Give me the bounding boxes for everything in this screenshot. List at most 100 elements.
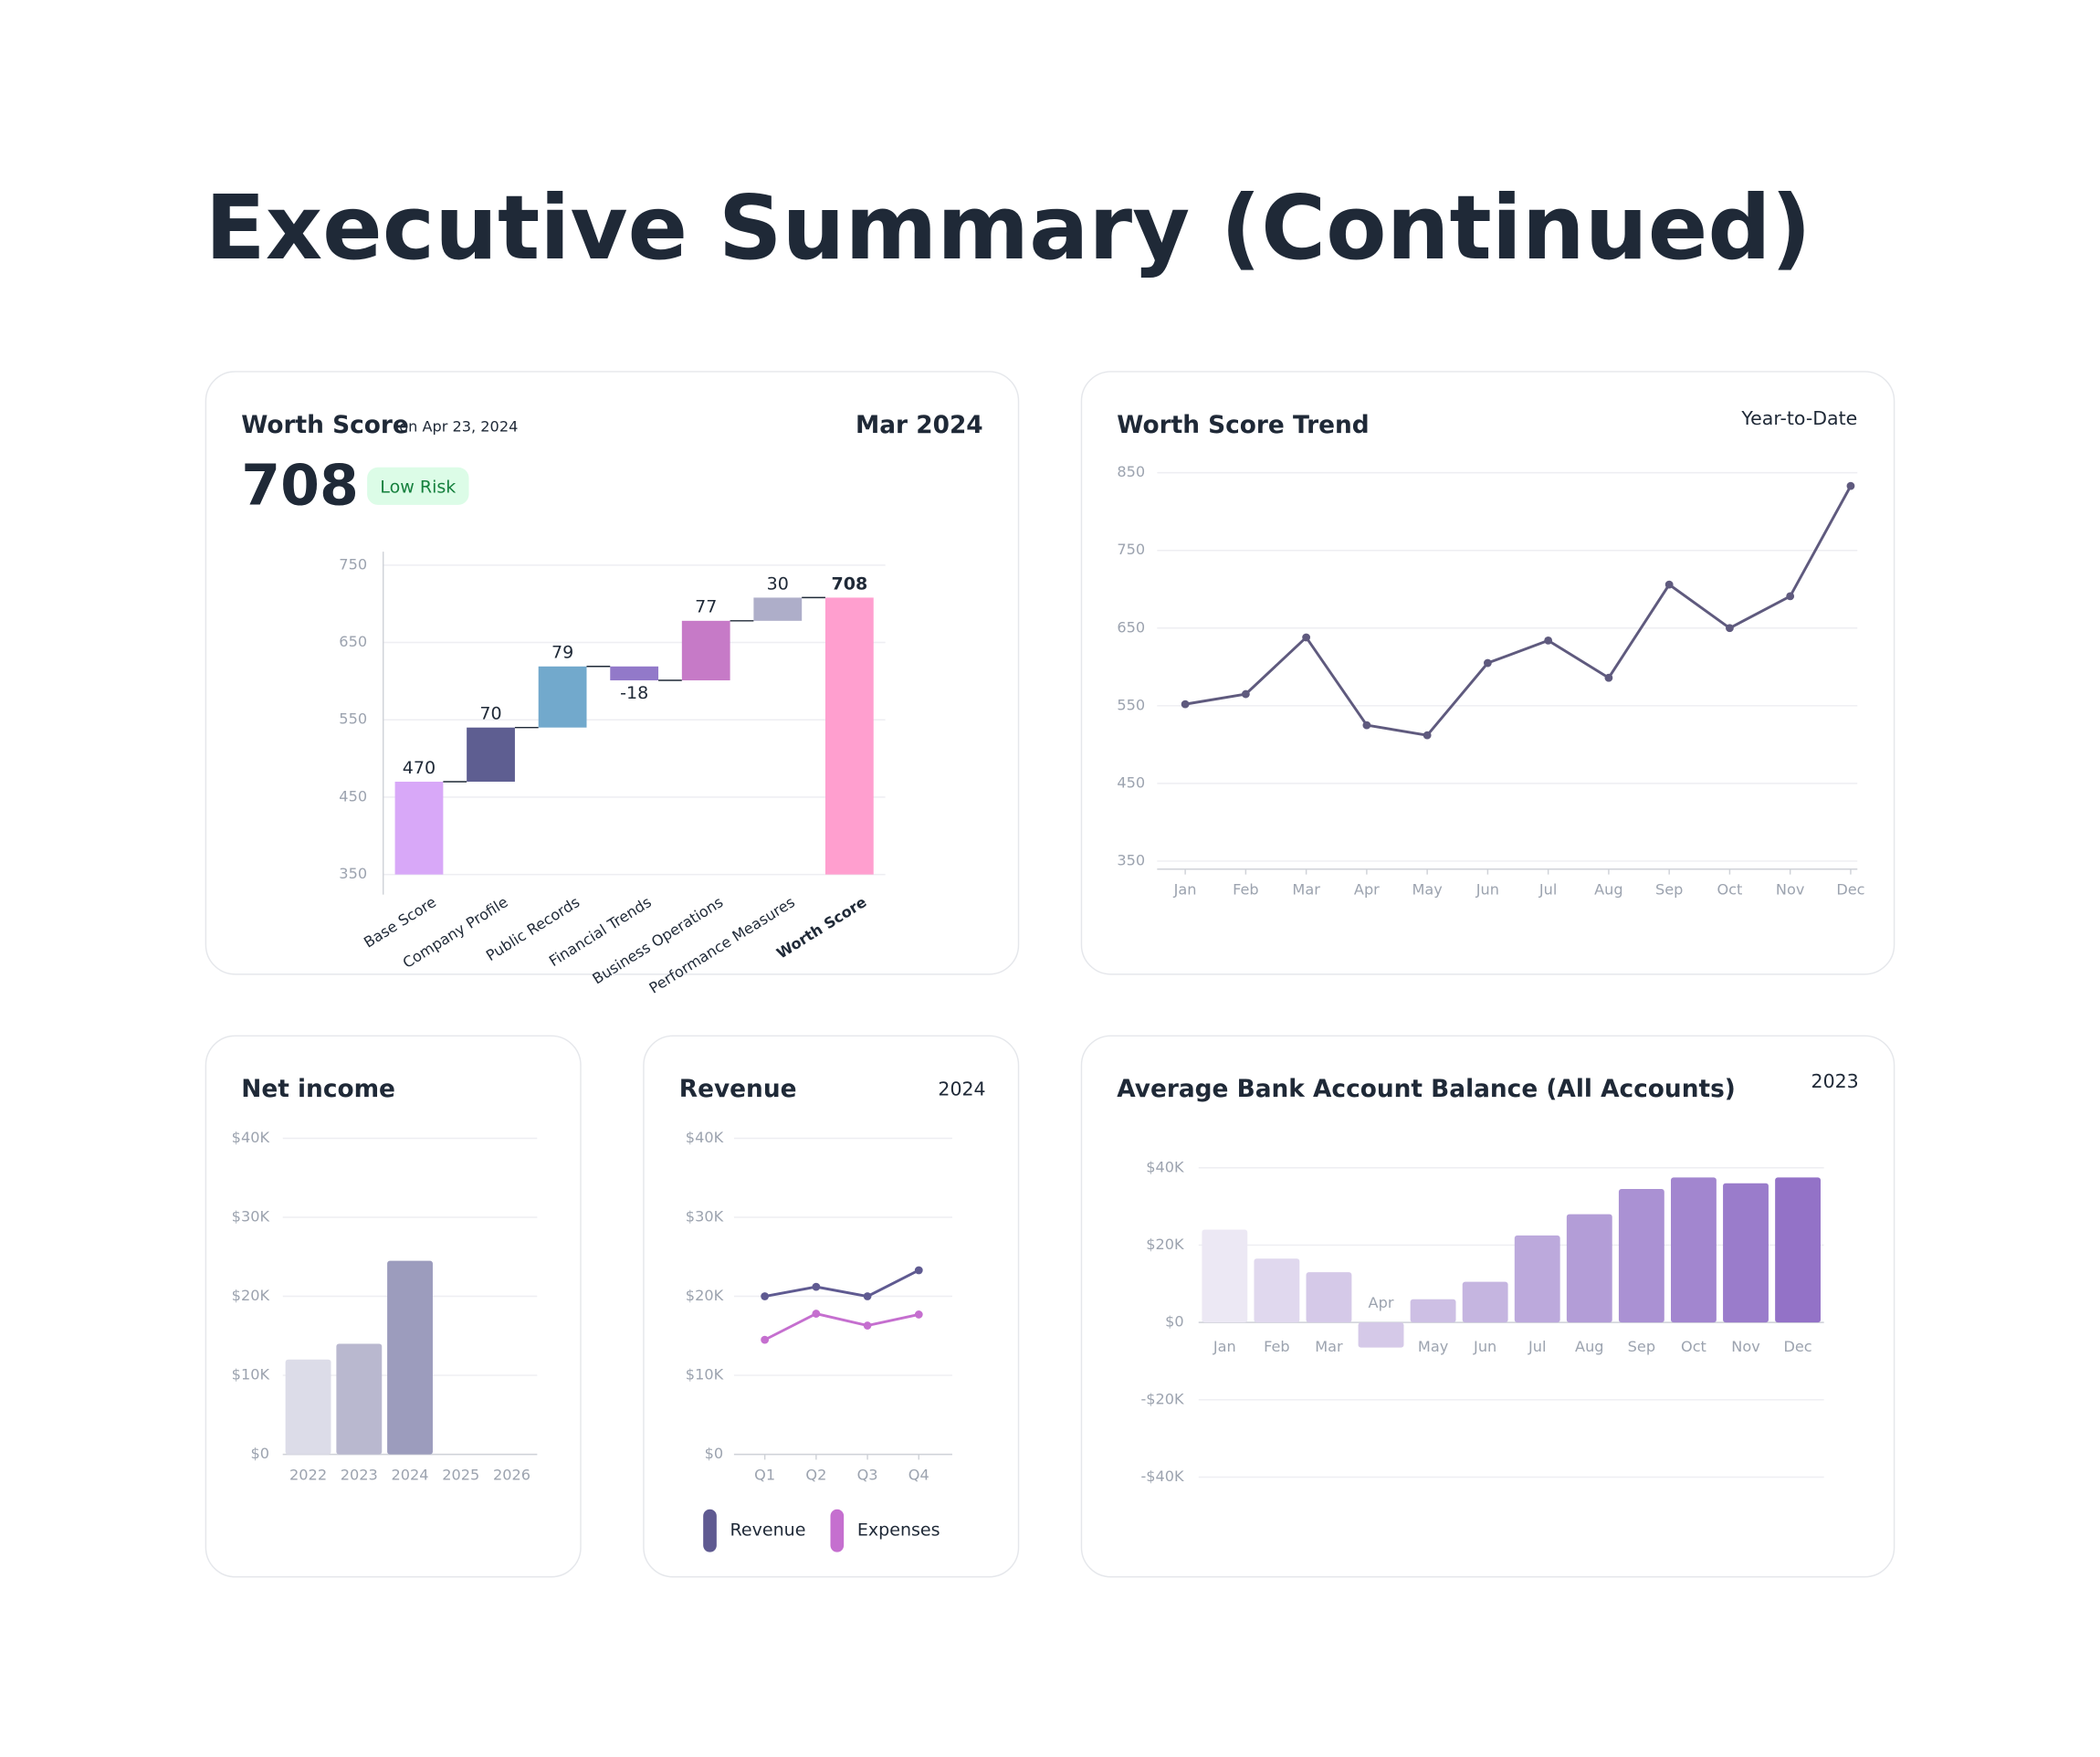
bar [1306,1272,1352,1323]
line-point [1302,633,1311,642]
x-tick-label: Apr [1369,1294,1394,1311]
y-tick-label: $40K [232,1129,270,1146]
card-period: Year-to-Date [1740,407,1857,429]
y-tick-label: $20K [232,1287,270,1304]
line-point [1362,721,1371,730]
y-tick-label: $10K [232,1366,270,1384]
y-tick-label: 450 [1117,773,1145,791]
x-tick-label: Mar [1315,1338,1343,1355]
y-tick-label: $40K [686,1129,724,1146]
badge-label: Low Risk [380,477,456,497]
page-title: Executive Summary (Continued) [205,176,1811,279]
x-tick-label: 2026 [493,1467,530,1484]
y-tick-label: $20K [686,1287,724,1304]
y-tick-label: $20K [1146,1236,1184,1253]
score: 708 [241,452,359,518]
bar [1410,1299,1456,1323]
line-point [1604,673,1613,682]
line-point [1846,481,1855,490]
x-tick-label: Q1 [754,1467,775,1484]
x-tick-label: Jun [1475,881,1499,899]
y-tick-label: 650 [339,633,367,650]
x-tick-label: Feb [1233,881,1259,899]
value-label: 708 [831,573,867,594]
bar [1462,1281,1508,1323]
line-point [1423,731,1432,740]
line-point [863,1292,872,1300]
x-tick-label: Jul [1528,1338,1546,1355]
line-point [812,1310,821,1318]
x-tick-label: 2025 [442,1467,479,1484]
card-title: Worth Score Trend [1117,412,1369,439]
y-tick-label: $10K [686,1366,724,1384]
bar [1514,1235,1560,1323]
x-tick-label: 2023 [341,1467,378,1484]
y-tick-label: 550 [1117,696,1145,713]
y-tick-label: 550 [339,710,367,728]
waterfall-bar [538,666,587,728]
bar [1671,1177,1717,1323]
line-point [1544,636,1553,645]
card-title: Worth Score [241,412,409,439]
bar [1358,1322,1404,1348]
line-point [914,1310,923,1319]
waterfall-bar [824,597,874,875]
bar [1723,1183,1769,1323]
waterfall-bar [753,597,803,621]
badge [367,467,469,505]
line-point [1786,592,1795,601]
x-tick-label: May [1418,1338,1449,1355]
y-tick-label: 750 [339,555,367,573]
y-tick-label: 850 [1117,463,1145,480]
x-tick-label: Jan [1173,881,1197,899]
y-tick-label: 350 [339,865,367,882]
x-tick-label: Aug [1594,881,1623,899]
x-tick-label: Dec [1836,881,1864,899]
x-tick-label: 2024 [392,1467,429,1484]
legend-swatch [830,1509,845,1552]
line-point [1181,700,1190,709]
value-label: 30 [767,573,789,594]
x-tick-label: May [1412,881,1443,899]
legend-label: Revenue [730,1520,806,1541]
bar [336,1343,383,1455]
waterfall-bar [394,781,444,875]
x-tick-label: Sep [1628,1338,1655,1355]
x-tick-label: Jul [1538,881,1557,899]
waterfall-bar [610,666,659,681]
card-title: Revenue [679,1076,797,1103]
y-tick-label: $0 [1165,1313,1184,1331]
card-title: Average Bank Account Balance (All Accoun… [1117,1076,1736,1103]
x-tick-label: Jan [1213,1338,1236,1355]
card-title: Net income [241,1076,395,1103]
y-tick-label: $30K [686,1208,724,1226]
x-tick-label: Q3 [857,1467,878,1484]
y-tick-label: -$40K [1140,1468,1184,1485]
legend-swatch [703,1509,717,1552]
line-point [761,1292,770,1300]
value-label: 79 [551,643,573,663]
value-label: 70 [479,704,501,724]
card-period: 2024 [938,1078,985,1100]
y-tick-label: $0 [251,1445,270,1462]
y-tick-label: $40K [1146,1158,1184,1175]
bar [1202,1229,1248,1323]
line-series [1184,485,1853,737]
x-tick-label: Mar [1292,881,1320,899]
legend-label: Expenses [857,1520,940,1541]
x-tick-label: Q2 [805,1467,826,1484]
waterfall-bar [681,620,730,681]
x-tick-label: Jun [1473,1338,1496,1355]
x-tick-label: Apr [1354,881,1380,899]
y-tick-label: $30K [232,1208,270,1226]
bar [1566,1214,1612,1323]
value-label: 470 [403,758,436,778]
x-tick-label: Dec [1783,1338,1811,1355]
card [1080,371,1895,975]
card-subtitle: on Apr 23, 2024 [399,417,518,435]
waterfall-bar [467,727,515,782]
bar [285,1359,331,1455]
bar [1618,1189,1664,1323]
y-tick-label: $0 [705,1445,724,1462]
x-tick-label: Aug [1575,1338,1603,1355]
